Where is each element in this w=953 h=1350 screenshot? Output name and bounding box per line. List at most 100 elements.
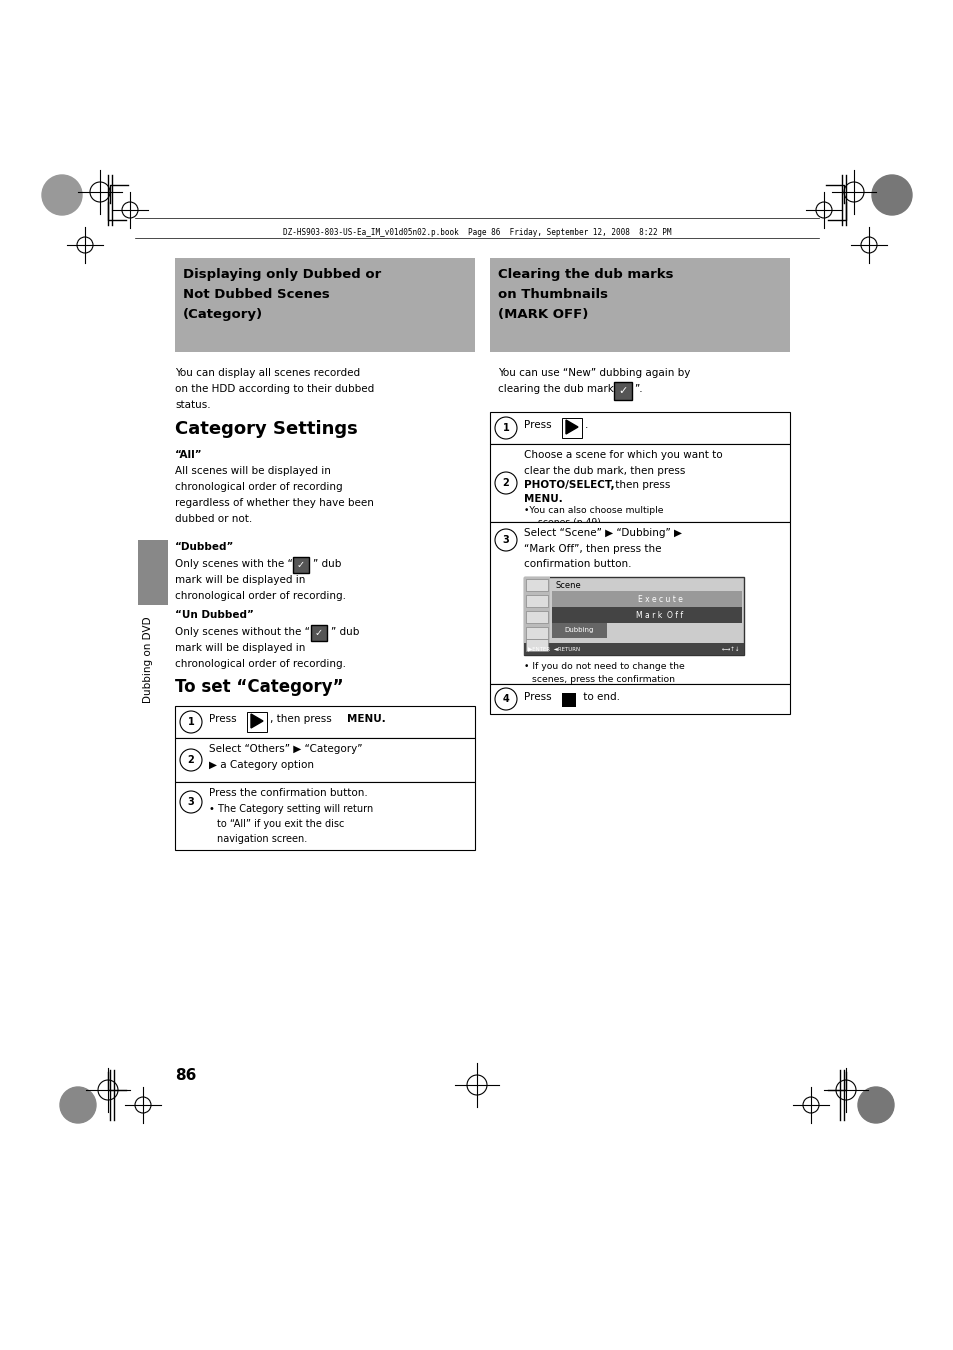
- Bar: [247, 711, 267, 732]
- Text: Scene: Scene: [556, 580, 581, 590]
- Text: to end.: to end.: [579, 693, 619, 702]
- Text: chronological order of recording.: chronological order of recording.: [174, 591, 346, 601]
- Circle shape: [42, 176, 82, 215]
- Circle shape: [60, 1087, 96, 1123]
- Bar: [174, 706, 475, 738]
- Bar: [293, 558, 309, 572]
- Bar: [490, 412, 789, 444]
- Text: ” dub: ” dub: [313, 559, 341, 568]
- Text: Not Dubbed Scenes: Not Dubbed Scenes: [183, 288, 330, 301]
- Text: clearing the dub mark “: clearing the dub mark “: [497, 383, 622, 394]
- Bar: [561, 693, 576, 707]
- Text: E x e c u t e: E x e c u t e: [637, 594, 681, 603]
- Bar: [174, 738, 475, 782]
- Text: DZ-HS903-803-US-Ea_IM_v01d05n02.p.book  Page 86  Friday, September 12, 2008  8:2: DZ-HS903-803-US-Ea_IM_v01d05n02.p.book P…: [282, 228, 671, 238]
- Text: navigation screen.: navigation screen.: [216, 834, 307, 844]
- Bar: [490, 444, 789, 522]
- Text: button.: button.: [532, 688, 565, 697]
- Text: Only scenes with the “: Only scenes with the “: [174, 559, 293, 568]
- Bar: [525, 612, 547, 622]
- Circle shape: [857, 1087, 893, 1123]
- Text: 2: 2: [188, 755, 194, 765]
- Text: to “All” if you exit the disc: to “All” if you exit the disc: [216, 819, 344, 829]
- Text: ✓: ✓: [314, 628, 323, 639]
- Bar: [614, 382, 631, 400]
- Text: ←→↑↓: ←→↑↓: [720, 647, 740, 652]
- Text: ” dub: ” dub: [331, 626, 359, 637]
- Text: •You can also choose multiple: •You can also choose multiple: [523, 506, 662, 514]
- Text: status.: status.: [174, 400, 211, 410]
- Text: 86: 86: [174, 1068, 196, 1083]
- Bar: [523, 576, 743, 655]
- Text: .: .: [584, 420, 588, 431]
- Text: scenes, press the confirmation: scenes, press the confirmation: [532, 675, 675, 684]
- Text: chronological order of recording: chronological order of recording: [174, 482, 342, 491]
- Bar: [525, 626, 547, 639]
- Bar: [552, 622, 606, 639]
- Text: • If you do not need to change the: • If you do not need to change the: [523, 662, 684, 671]
- Text: All scenes will be displayed in: All scenes will be displayed in: [174, 466, 331, 477]
- Text: (Category): (Category): [183, 308, 263, 321]
- Text: Displaying only Dubbed or: Displaying only Dubbed or: [183, 269, 381, 281]
- Polygon shape: [565, 420, 578, 433]
- Text: on the HDD according to their dubbed: on the HDD according to their dubbed: [174, 383, 374, 394]
- Text: 3: 3: [188, 796, 194, 807]
- Text: 4: 4: [502, 694, 509, 703]
- Text: M a r k  O f f: M a r k O f f: [636, 610, 683, 620]
- Text: To set “Category”: To set “Category”: [174, 678, 343, 697]
- Text: confirmation button.: confirmation button.: [523, 559, 631, 568]
- Text: on Thumbnails: on Thumbnails: [497, 288, 607, 301]
- Text: MENU.: MENU.: [523, 494, 562, 504]
- Circle shape: [871, 176, 911, 215]
- Text: Press the confirmation button.: Press the confirmation button.: [209, 788, 367, 798]
- Text: Clearing the dub marks: Clearing the dub marks: [497, 269, 673, 281]
- Bar: [523, 576, 550, 655]
- Text: “Mark Off”, then press the: “Mark Off”, then press the: [523, 544, 660, 554]
- Bar: [525, 579, 547, 591]
- Bar: [525, 595, 547, 608]
- Text: clear the dub mark, then press: clear the dub mark, then press: [523, 466, 684, 477]
- Text: 3: 3: [502, 535, 509, 545]
- Text: “Un Dubbed”: “Un Dubbed”: [174, 610, 253, 620]
- Text: Only scenes without the “: Only scenes without the “: [174, 626, 310, 637]
- Text: “Dubbed”: “Dubbed”: [174, 541, 234, 552]
- Text: PHOTO/SELECT,: PHOTO/SELECT,: [523, 481, 614, 490]
- Text: ▶ENTER  ◄RETURN: ▶ENTER ◄RETURN: [527, 647, 579, 652]
- Text: dubbed or not.: dubbed or not.: [174, 514, 252, 524]
- Text: scenes (p.49).: scenes (p.49).: [537, 518, 603, 526]
- Bar: [138, 540, 168, 605]
- Bar: [490, 522, 789, 684]
- Bar: [552, 591, 741, 608]
- Bar: [525, 639, 547, 651]
- Text: Choose a scene for which you want to: Choose a scene for which you want to: [523, 450, 721, 460]
- Bar: [552, 608, 741, 622]
- Text: ▶ a Category option: ▶ a Category option: [209, 760, 314, 770]
- Text: regardless of whether they have been: regardless of whether they have been: [174, 498, 374, 508]
- Text: (MARK OFF): (MARK OFF): [497, 308, 588, 321]
- Text: Press: Press: [209, 714, 239, 724]
- Text: Press: Press: [523, 420, 555, 431]
- Text: • The Category setting will return: • The Category setting will return: [209, 805, 373, 814]
- Text: Dubbing on DVD: Dubbing on DVD: [143, 617, 152, 703]
- Text: 2: 2: [502, 478, 509, 487]
- Text: You can use “New” dubbing again by: You can use “New” dubbing again by: [497, 369, 690, 378]
- Text: Press: Press: [523, 693, 555, 702]
- Bar: [523, 643, 743, 655]
- Text: ”.: ”.: [634, 383, 642, 394]
- Bar: [490, 684, 789, 714]
- Text: 1: 1: [188, 717, 194, 728]
- Polygon shape: [251, 714, 263, 728]
- Bar: [311, 625, 327, 641]
- Text: chronological order of recording.: chronological order of recording.: [174, 659, 346, 670]
- Text: mark will be displayed in: mark will be displayed in: [174, 575, 305, 585]
- Bar: [174, 258, 475, 352]
- Text: You can display all scenes recorded: You can display all scenes recorded: [174, 369, 359, 378]
- Bar: [561, 418, 581, 437]
- Text: Select “Others” ▶ “Category”: Select “Others” ▶ “Category”: [209, 744, 362, 755]
- Text: “All”: “All”: [174, 450, 202, 460]
- Text: Dubbing: Dubbing: [564, 626, 593, 633]
- Bar: [174, 782, 475, 850]
- Text: 1: 1: [502, 423, 509, 433]
- Text: Select “Scene” ▶ “Dubbing” ▶: Select “Scene” ▶ “Dubbing” ▶: [523, 528, 681, 539]
- Text: MENU.: MENU.: [347, 714, 385, 724]
